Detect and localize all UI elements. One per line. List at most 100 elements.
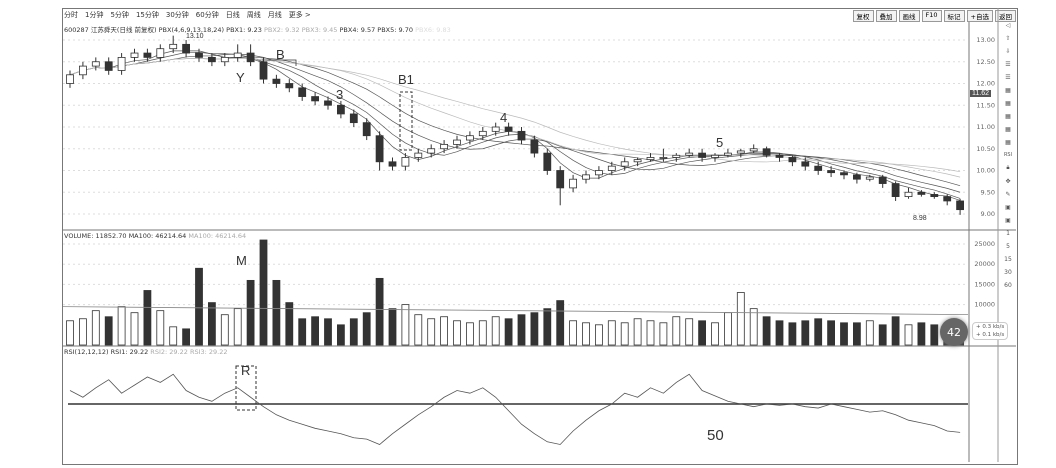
period-tab[interactable]: 60分钟 (195, 11, 219, 19)
volume-bar (569, 320, 577, 346)
volume-bar (491, 316, 500, 346)
candle-body (724, 152, 732, 156)
price-header: 600287 江苏舜天(日线 前复权) PBX(4,6,9,13,18,24) … (64, 24, 451, 34)
rsi2: RSI2: 29.22 (150, 348, 188, 356)
period-tab[interactable]: 1分钟 (85, 11, 104, 19)
candle-body (465, 135, 474, 141)
draw-line-button[interactable]: 画线 (898, 10, 920, 22)
period-tab[interactable]: 分时 (64, 11, 78, 19)
candle-body (865, 176, 874, 180)
candle-body (285, 83, 294, 89)
f10-button[interactable]: F10 (921, 10, 942, 22)
rsi-name: RSI(12,12,12) (64, 348, 109, 356)
more-tab[interactable]: 更多 > (288, 11, 311, 19)
candle-body (414, 152, 423, 158)
candle-body (427, 148, 436, 154)
candle-body (659, 157, 668, 159)
grid-icon[interactable]: ▦ (1005, 87, 1011, 94)
annotation-y: Y (236, 70, 245, 85)
grid-icon[interactable]: ▦ (1005, 113, 1011, 120)
period-tab[interactable]: 5分钟 (110, 11, 129, 19)
volume-bar (504, 318, 513, 346)
back-button[interactable]: 返回 (995, 10, 1016, 22)
volume-bar (182, 328, 191, 346)
period-tab[interactable]: 15分钟 (135, 11, 159, 19)
candle-body (556, 170, 565, 189)
volume-bar (698, 320, 706, 346)
period-icon[interactable]: ▣ (1005, 217, 1011, 224)
grid-icon[interactable]: ▦ (1005, 100, 1011, 107)
volume-bar (685, 318, 694, 346)
pbx1: PBX1: 9.23 (226, 26, 262, 34)
grid-icon[interactable]: ▦ (1005, 126, 1011, 133)
candle-body (672, 154, 681, 158)
volume-bar (646, 320, 655, 346)
arrow-down-icon[interactable]: ⇩ (1005, 48, 1011, 55)
grid-icon[interactable]: ▦ (1005, 139, 1011, 146)
volume-bar (130, 312, 139, 346)
volume-bar (930, 324, 939, 346)
price-tick-label: 9.50 (981, 188, 995, 196)
candle-body (324, 100, 332, 106)
candle-body (195, 52, 203, 58)
volume-bar (904, 324, 913, 346)
volume-bar (724, 312, 732, 346)
candle-body (853, 174, 861, 180)
move-icon[interactable]: ✥ (1005, 178, 1011, 185)
period-tab[interactable]: 月线 (267, 11, 282, 19)
candle-body (311, 96, 320, 102)
moving-average-line (69, 51, 961, 199)
candle-body (930, 194, 939, 198)
side-period[interactable]: 5 (1006, 243, 1010, 250)
annotation-r: R (241, 363, 251, 378)
side-period[interactable]: 60 (1004, 282, 1012, 289)
volume-bar (620, 322, 629, 346)
lock-icon[interactable]: 🔒︎ (1006, 164, 1010, 171)
candle-body (878, 176, 887, 184)
volume-bar (117, 306, 126, 346)
side-period[interactable]: 30 (1004, 269, 1012, 276)
price-tick-label: 13.00 (976, 36, 995, 44)
moving-average-line (69, 53, 961, 193)
stock-name: 江苏舜天(日线 前复权) (90, 26, 157, 34)
candle-body (143, 52, 152, 58)
candle-body (401, 157, 410, 167)
period-icon[interactable]: ▣ (1005, 204, 1011, 211)
side-period[interactable]: 15 (1004, 256, 1012, 263)
candle-body (91, 61, 100, 67)
period-tab[interactable]: 日线 (225, 11, 240, 19)
restore-rights-button[interactable]: 复权 (852, 10, 874, 22)
list-icon[interactable]: ☰ (1005, 74, 1011, 81)
candle-body (182, 43, 191, 54)
arrow-left-icon[interactable]: ◁ (1005, 22, 1011, 29)
moving-average-line (69, 57, 961, 173)
candle-body (117, 57, 126, 71)
mark-button[interactable]: 标记 (943, 10, 965, 22)
side-period[interactable]: 1 (1006, 230, 1010, 237)
candle-body (259, 61, 268, 80)
volume-bar (517, 314, 526, 346)
moving-average-line (69, 57, 961, 178)
period-tab[interactable]: 周线 (246, 11, 261, 19)
add-watchlist-button[interactable]: +自选 (966, 10, 993, 22)
volume-bar (66, 320, 74, 346)
candle-body (388, 161, 397, 167)
pbx4: PBX4: 9.57 (339, 26, 376, 34)
rsi1: RSI1: 29.22 (110, 348, 149, 356)
volume-bar (285, 302, 294, 346)
period-tab[interactable]: 30分钟 (165, 11, 189, 19)
volume-bar (736, 292, 745, 346)
rsi-icon[interactable]: RSI (1003, 152, 1013, 158)
candle-body (814, 165, 823, 171)
candle-body (336, 104, 345, 115)
arrow-up-icon[interactable]: ⇧ (1005, 35, 1011, 42)
candle-body (440, 143, 449, 150)
period-toolbar: 分时 1分钟 5分钟 15分钟 30分钟 60分钟 日线 周线 月线 更多 > (64, 10, 311, 22)
overlay-button[interactable]: 叠加 (875, 10, 897, 22)
network-speed-badge[interactable]: 42 (940, 318, 968, 346)
pen-icon[interactable]: ✎ (1005, 191, 1011, 198)
volume-bar (272, 279, 281, 346)
annotation-b1: B1 (398, 72, 414, 87)
list-icon[interactable]: ☰ (1005, 61, 1011, 68)
volume-header: VOLUME: 11852.70 MA100: 46214.64 MA100: … (64, 232, 246, 240)
